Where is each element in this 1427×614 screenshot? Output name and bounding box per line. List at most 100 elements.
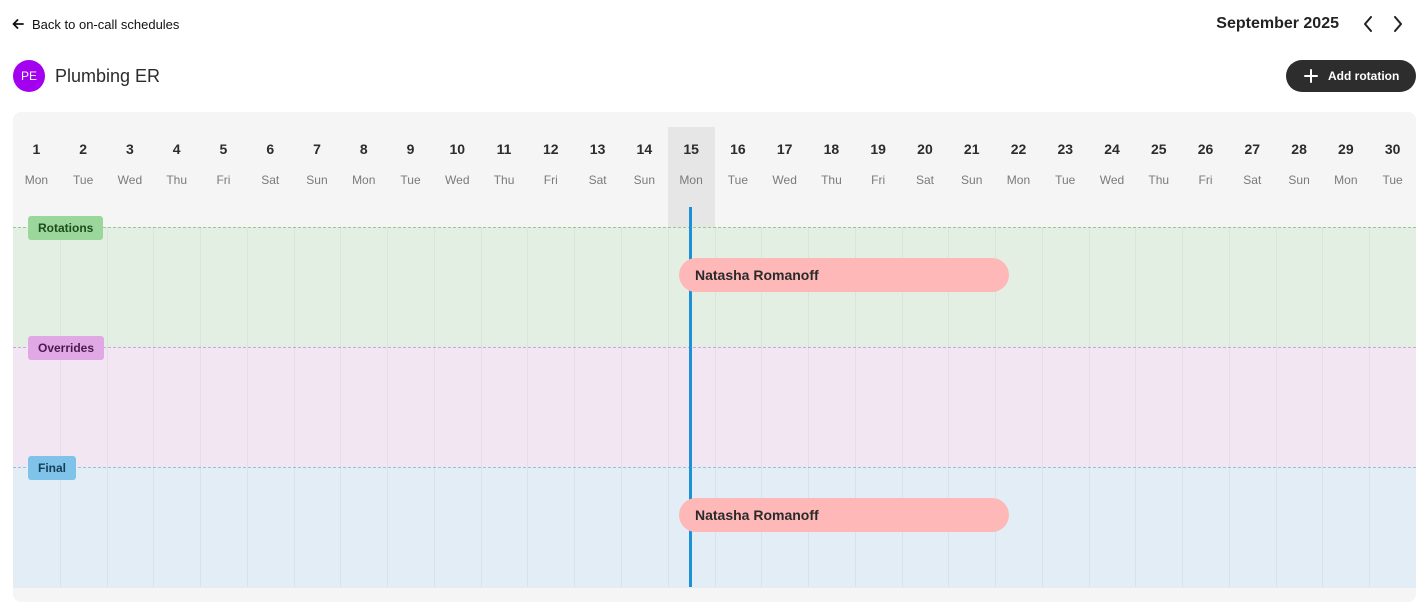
day-header-cell: 8 Mon (340, 112, 387, 207)
day-number: 3 (126, 141, 134, 157)
rotation-shift-bar[interactable]: Natasha Romanoff (679, 258, 1009, 292)
day-number: 10 (449, 141, 466, 157)
day-grid-line (1041, 227, 1043, 587)
day-header-cell: 20 Sat (902, 112, 949, 207)
day-grid-line (901, 227, 903, 587)
add-rotation-label: Add rotation (1328, 69, 1400, 83)
day-header-cell: 1 Mon (13, 112, 60, 207)
day-header-row: 1 Mon 2 Tue 3 Wed 4 Thu 5 Fri 6 Sat 7 Sun 8 Mon 9 Tue 10 We… (13, 112, 1416, 207)
day-header-cell: 4 Thu (153, 112, 200, 207)
schedule-avatar: PE (13, 60, 45, 92)
day-number: 28 (1291, 141, 1307, 157)
day-number: 18 (823, 141, 840, 157)
plus-icon (1304, 69, 1318, 83)
day-header-cell: 23 Tue (1042, 112, 1089, 207)
day-header-cell: 24 Wed (1089, 112, 1136, 207)
shift-person-name: Natasha Romanoff (695, 267, 819, 283)
day-number: 30 (1384, 141, 1401, 157)
day-weekday: Tue (400, 173, 421, 187)
day-grid-line (948, 227, 950, 587)
day-grid-line (1182, 227, 1184, 587)
day-header-cell: 21 Sun (948, 112, 995, 207)
day-header-cell: 5 Fri (200, 112, 247, 207)
schedule-title: Plumbing ER (55, 65, 161, 86)
day-weekday: Thu (821, 173, 842, 187)
day-weekday: Sun (1288, 173, 1310, 187)
day-weekday: Mon (679, 173, 703, 187)
day-header-cell: 27 Sat (1229, 112, 1276, 207)
chevron-left-icon (1363, 16, 1373, 32)
day-number: 11 (496, 141, 512, 157)
day-number: 22 (1010, 141, 1027, 157)
day-grid-line (340, 227, 342, 587)
overrides-lane (13, 347, 1416, 468)
day-grid-line (574, 227, 576, 587)
day-number: 16 (730, 141, 746, 157)
day-grid-line (1228, 227, 1230, 587)
day-weekday: Mon (352, 173, 376, 187)
day-weekday: Tue (73, 173, 94, 187)
chevron-right-icon (1393, 16, 1403, 32)
day-header-cell: 15 Mon (668, 112, 715, 207)
add-rotation-button[interactable]: Add rotation (1286, 60, 1416, 92)
day-number: 17 (776, 141, 793, 157)
next-month-button[interactable] (1383, 10, 1413, 38)
day-header-cell: 29 Mon (1322, 112, 1369, 207)
day-weekday: Wed (117, 173, 143, 187)
day-header-cell: 26 Fri (1182, 112, 1229, 207)
day-number: 12 (543, 141, 559, 157)
rotations-label: Rotations (28, 216, 104, 240)
current-time-indicator (689, 207, 692, 587)
day-header-cell: 19 Fri (855, 112, 902, 207)
day-grid-line (527, 227, 529, 587)
day-header-cell: 10 Wed (434, 112, 481, 207)
day-number: 21 (963, 141, 980, 157)
final-shift-bar[interactable]: Natasha Romanoff (679, 498, 1009, 532)
day-number: 1 (32, 141, 41, 157)
day-weekday: Sun (306, 173, 328, 187)
day-grid-line (1322, 227, 1324, 587)
day-weekday: Fri (871, 173, 886, 187)
day-weekday: Mon (24, 173, 49, 187)
day-grid-line (387, 227, 389, 587)
day-weekday: Fri (543, 173, 558, 187)
day-number: 4 (172, 141, 181, 157)
day-grid-line (1135, 227, 1137, 587)
schedule-calendar: 1 Mon 2 Tue 3 Wed 4 Thu 5 Fri 6 Sat 7 Sun 8 Mon 9 Tue 10 We… (13, 112, 1416, 602)
day-header-cell: 3 Wed (107, 112, 154, 207)
day-weekday: Fri (216, 173, 231, 187)
day-header-cell: 18 Thu (808, 112, 855, 207)
month-label: September 2025 (1216, 15, 1339, 32)
day-number: 25 (1150, 141, 1167, 157)
day-weekday: Tue (1382, 173, 1403, 187)
arrow-left-icon (12, 19, 24, 29)
day-number: 5 (219, 141, 228, 157)
day-number: 19 (870, 141, 886, 157)
day-header-cell: 6 Sat (247, 112, 294, 207)
month-navigation: September 2025 (1216, 10, 1413, 38)
day-grid-line (200, 227, 202, 587)
day-grid-line (995, 227, 997, 587)
day-header-cell: 12 Fri (527, 112, 574, 207)
day-number: 29 (1338, 141, 1354, 157)
day-weekday: Mon (1334, 173, 1358, 187)
day-weekday: Fri (1198, 173, 1213, 187)
day-weekday: Sat (261, 173, 280, 187)
day-grid-line (1275, 227, 1277, 587)
day-grid-line (761, 227, 763, 587)
day-number: 26 (1197, 141, 1214, 157)
day-grid-line (293, 227, 295, 587)
day-header-cell: 13 Sat (574, 112, 621, 207)
day-grid-line (246, 227, 248, 587)
day-number: 20 (917, 141, 933, 157)
back-to-schedules-link[interactable]: Back to on-call schedules (12, 14, 179, 34)
day-header-cell: 28 Sun (1276, 112, 1323, 207)
day-grid-line (714, 227, 716, 587)
day-number: 14 (636, 141, 653, 157)
day-grid-line (106, 227, 108, 587)
day-header-cell: 25 Thu (1135, 112, 1182, 207)
prev-month-button[interactable] (1353, 10, 1383, 38)
day-weekday: Tue (727, 173, 748, 187)
day-weekday: Wed (772, 173, 797, 187)
day-header-cell: 9 Tue (387, 112, 434, 207)
